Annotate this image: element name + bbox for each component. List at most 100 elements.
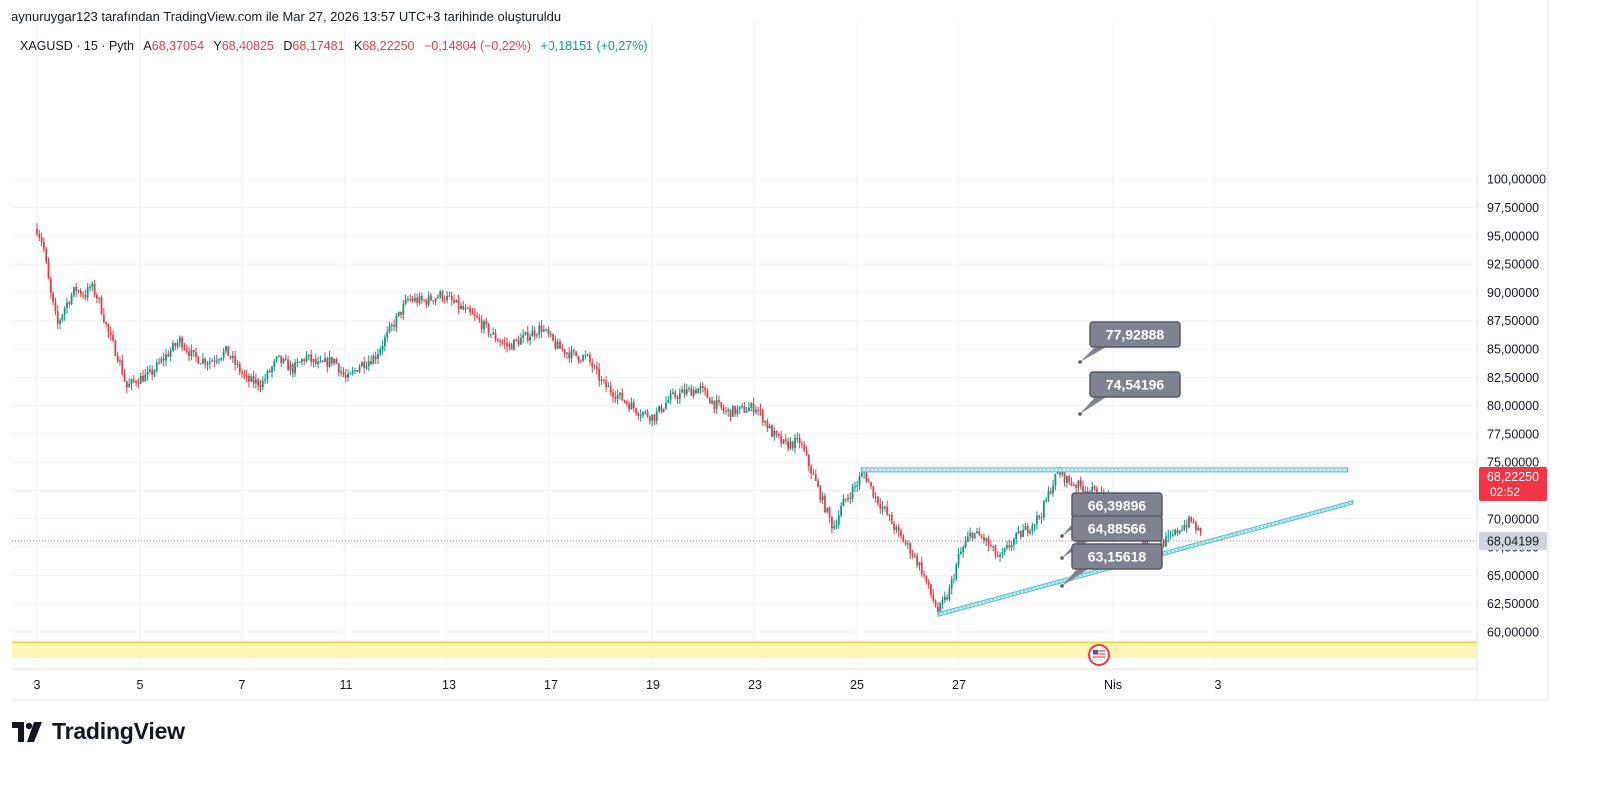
candle-body [1036, 515, 1038, 525]
candle-body [296, 362, 299, 364]
candle-body [996, 555, 999, 557]
candle-body [953, 578, 955, 580]
candle-body [821, 495, 824, 501]
candle-body [814, 474, 817, 481]
candle-body [321, 360, 324, 362]
tradingview-logo[interactable]: TradingView [12, 718, 185, 745]
candle-body [1024, 525, 1027, 530]
candle-body [653, 414, 656, 421]
candle-body [303, 359, 306, 362]
candle-body [536, 334, 538, 336]
candle-body [280, 355, 283, 363]
candle-body [275, 356, 278, 361]
candle-body [865, 471, 868, 481]
candle-body [665, 402, 667, 409]
candle-body [510, 344, 513, 350]
candle-body [586, 354, 589, 356]
candle-body [178, 337, 181, 343]
candle-body [195, 352, 197, 357]
candle-body [759, 409, 762, 411]
candle-body [913, 555, 916, 557]
candle-body [305, 356, 308, 362]
candle-body [713, 400, 716, 409]
candle-body [266, 370, 269, 380]
candle-body [777, 433, 780, 436]
candle-body [43, 241, 45, 249]
candle-body [697, 388, 700, 394]
callout-box[interactable] [1089, 371, 1181, 398]
candle-body [625, 401, 628, 404]
candle-body [837, 515, 840, 525]
candle-body [987, 538, 990, 546]
candle-body [651, 414, 654, 421]
callout-box[interactable] [1071, 515, 1163, 542]
candle-body [307, 354, 310, 357]
candle-body [598, 368, 601, 381]
candle-body [466, 307, 469, 309]
candle-body [566, 352, 568, 354]
candle-body [1165, 536, 1167, 547]
callout-label: 66,39896 [1088, 498, 1147, 514]
time-axis-label: 3 [34, 678, 41, 692]
callout-box[interactable] [1071, 543, 1163, 570]
candle-body [259, 385, 262, 387]
candle-body [93, 283, 96, 296]
symbol-label[interactable]: XAGUSD · 15 · Pyth [20, 39, 134, 53]
candle-body [513, 339, 515, 350]
candle-body [72, 287, 75, 296]
candle-body [902, 535, 905, 543]
candle-body [874, 496, 877, 498]
candle-body [939, 602, 942, 612]
candle-body [499, 341, 502, 343]
price-axis-label: 77,50000 [1487, 427, 1539, 441]
tradingview-logo-icon [12, 721, 42, 742]
candle-body [201, 358, 204, 364]
candle-body [787, 441, 790, 449]
candle-body [591, 361, 594, 368]
candle-body [672, 392, 674, 394]
candle-body [642, 412, 644, 416]
candle-body [384, 337, 386, 347]
candle-body [648, 416, 651, 421]
candle-body [773, 430, 776, 437]
candle-body [934, 600, 937, 607]
candle-body [425, 300, 428, 305]
candle-body [754, 409, 757, 413]
candle-body [137, 383, 140, 385]
candle-body [706, 390, 709, 398]
candle-body [833, 526, 836, 529]
candle-body [1169, 534, 1172, 536]
price-axis-label: 62,50000 [1487, 597, 1539, 611]
candle-body [1063, 470, 1066, 483]
candle-body [1093, 487, 1096, 489]
candle-body [690, 388, 693, 396]
candle-body [1045, 499, 1048, 502]
candle-body [835, 524, 838, 527]
candle-body [563, 349, 566, 354]
candle-body [971, 532, 974, 539]
candle-body [1185, 525, 1188, 528]
time-axis-label: 11 [340, 678, 353, 692]
candle-body [264, 379, 266, 381]
candle-body [340, 371, 343, 373]
candle-body [720, 402, 723, 408]
callout-box[interactable] [1089, 321, 1181, 348]
candle-body [674, 392, 677, 398]
candle-body [96, 295, 98, 299]
candle-body [957, 553, 960, 565]
candle-body [515, 339, 518, 341]
candle-body [985, 538, 988, 541]
candle-body [538, 325, 541, 335]
candle-body [708, 397, 711, 404]
candle-body [1052, 485, 1054, 494]
candle-body [59, 320, 61, 324]
high-label: Y [213, 39, 222, 53]
candle-body [549, 334, 552, 336]
candle-body [989, 545, 992, 547]
candle-body [1042, 501, 1045, 518]
candle-body [312, 359, 315, 362]
candle-body [102, 314, 105, 323]
candle-body [526, 331, 529, 341]
